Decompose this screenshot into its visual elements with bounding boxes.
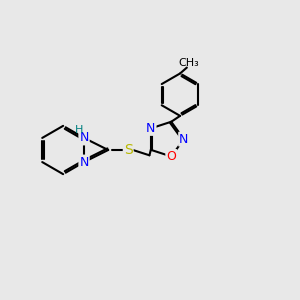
Text: O: O <box>166 150 176 163</box>
Text: N: N <box>146 122 155 135</box>
Text: N: N <box>80 131 89 144</box>
Text: N: N <box>179 133 189 146</box>
Text: N: N <box>80 156 89 169</box>
Text: CH₃: CH₃ <box>178 58 199 68</box>
Text: S: S <box>124 143 133 157</box>
Text: H: H <box>75 125 83 135</box>
